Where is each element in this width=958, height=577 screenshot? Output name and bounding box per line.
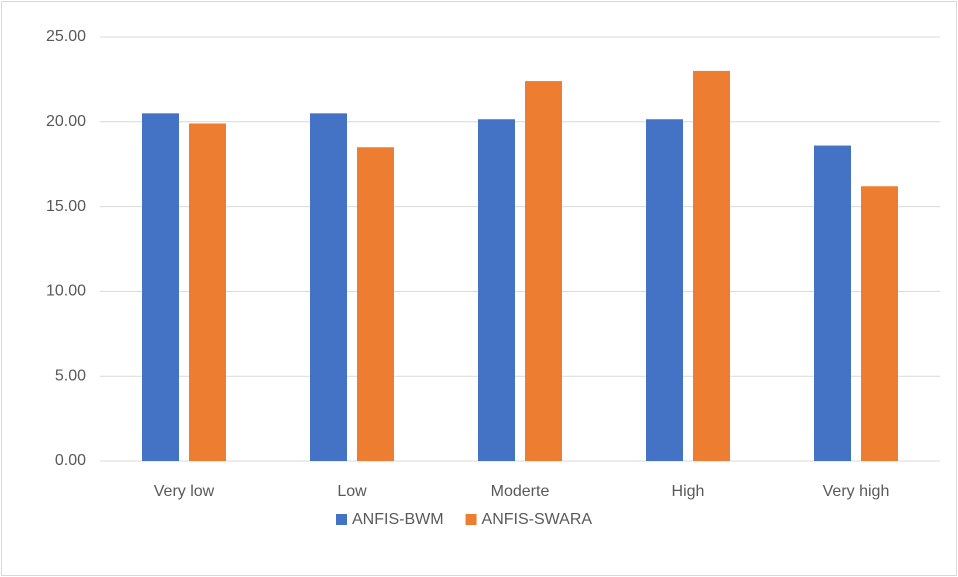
x-tick-label: High [672, 483, 705, 500]
legend-swatch [336, 514, 347, 525]
y-tick-label: 5.00 [55, 367, 86, 384]
bar [142, 113, 179, 461]
y-tick-label: 25.00 [46, 28, 86, 45]
x-tick-label: Moderte [491, 483, 550, 500]
bar [357, 147, 394, 462]
legend-label: ANFIS-SWARA [482, 511, 593, 528]
y-tick-label: 10.00 [46, 283, 86, 300]
bar [646, 119, 683, 462]
legend-swatch [465, 514, 477, 525]
bar [478, 119, 515, 462]
bar [814, 145, 851, 461]
bar [310, 113, 347, 461]
x-tick-label: Very high [823, 483, 890, 500]
x-tick-label: Very low [154, 483, 215, 500]
y-tick-label: 15.00 [46, 198, 86, 215]
bar [525, 81, 562, 461]
bar [189, 123, 226, 461]
y-tick-label: 20.00 [46, 113, 86, 130]
y-tick-label: 0.00 [55, 452, 86, 469]
bar [693, 70, 730, 462]
legend-label: ANFIS-BWM [352, 511, 444, 528]
bar [861, 186, 898, 462]
x-tick-label: Low [337, 483, 367, 500]
